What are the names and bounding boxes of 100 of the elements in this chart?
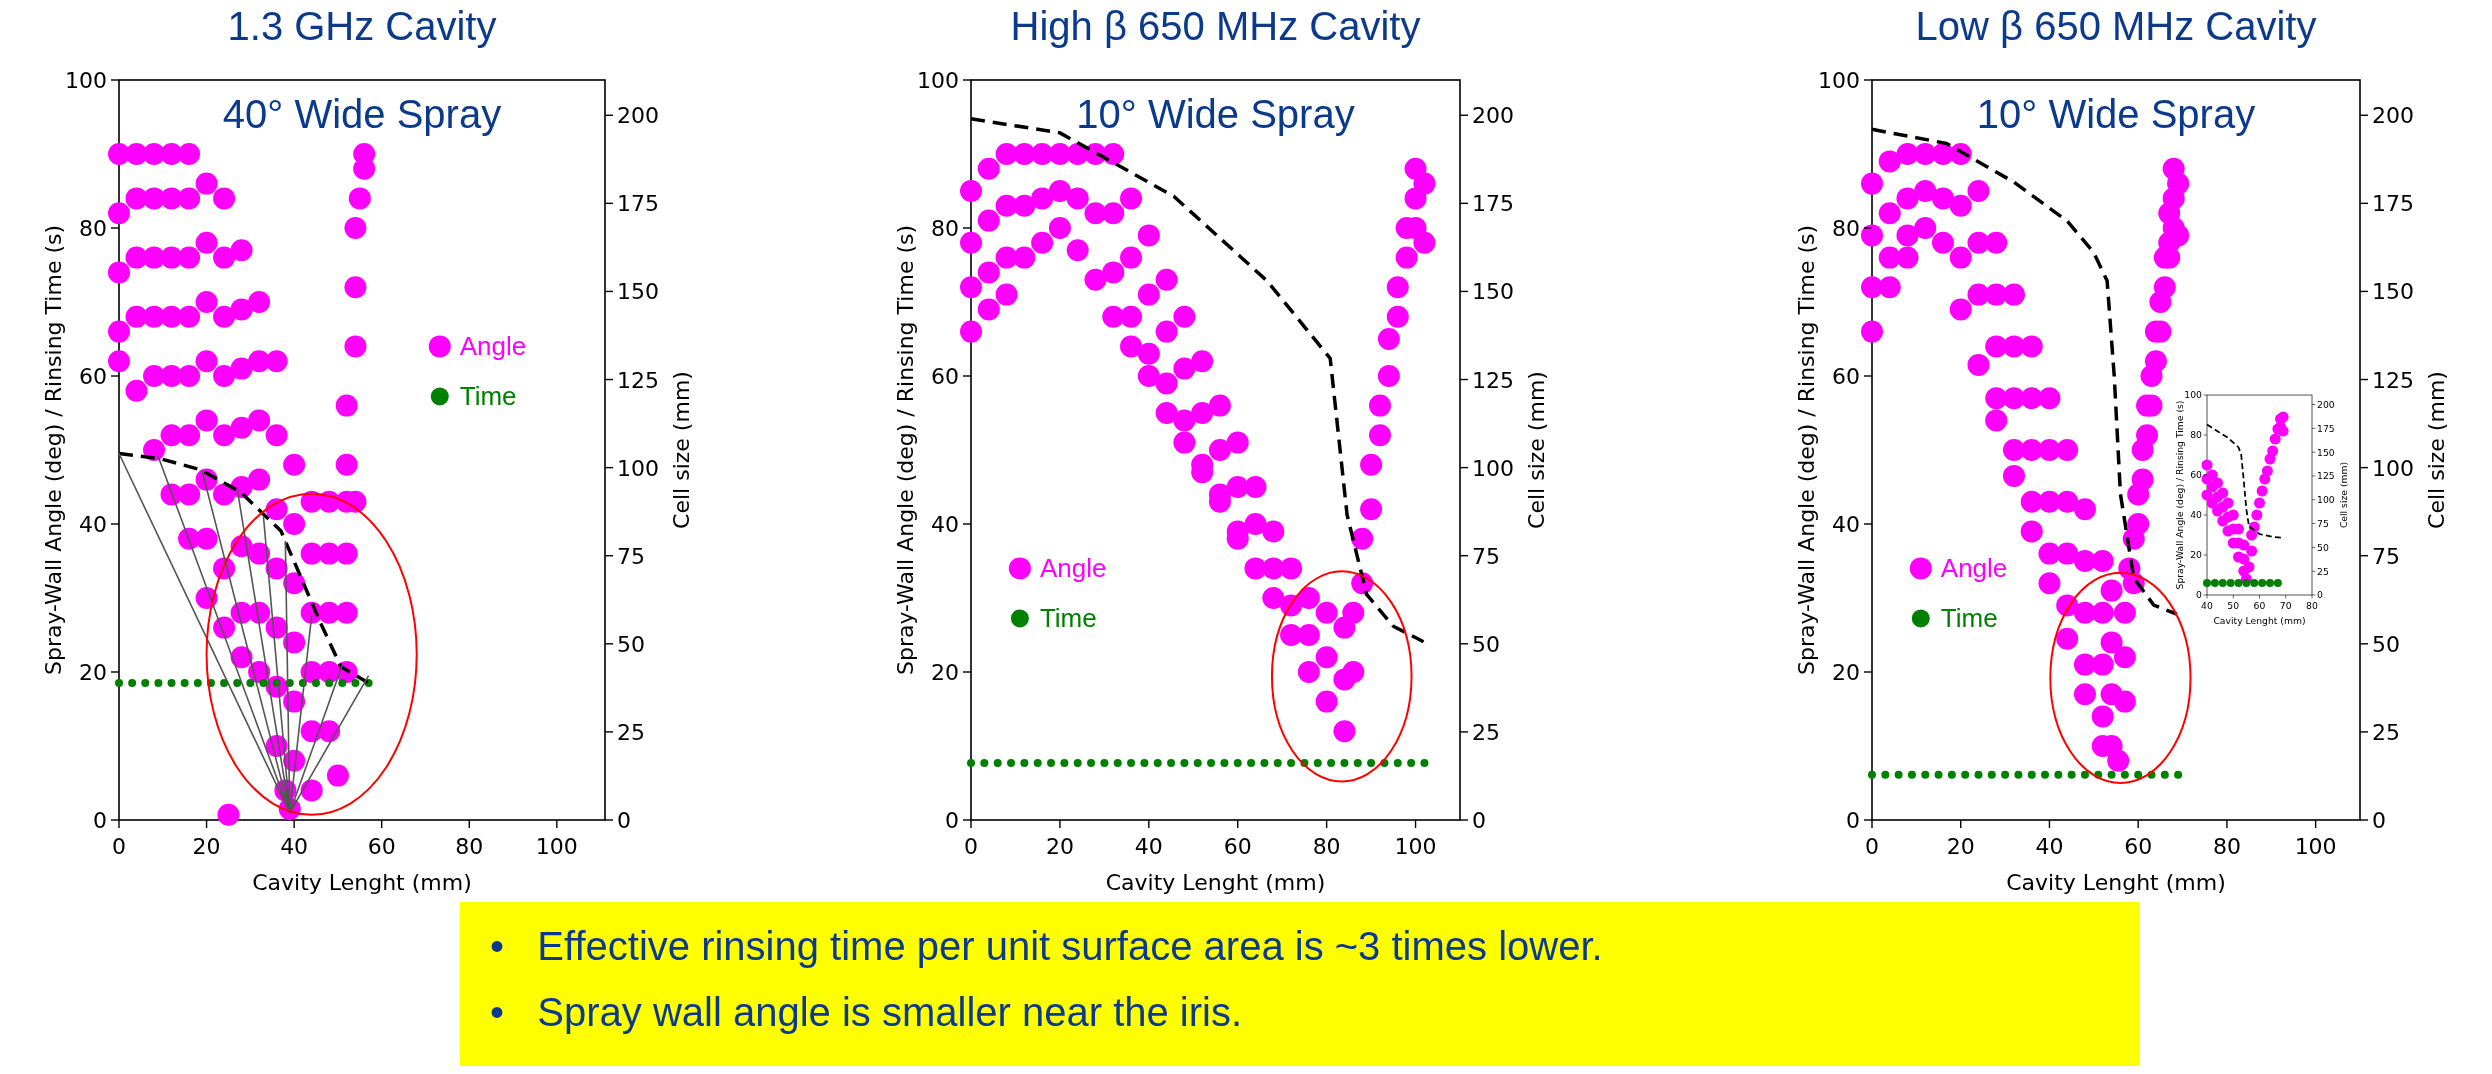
point — [2201, 459, 2213, 471]
point — [2212, 477, 2223, 489]
y-tick-label: 80 — [1832, 216, 1860, 241]
point — [2218, 579, 2227, 587]
x-tick-label: 60 — [1223, 834, 1252, 859]
y2-tick-label: 0 — [2317, 589, 2324, 601]
x-tick-label: 100 — [2294, 834, 2337, 859]
y-tick-label: 0 — [2196, 589, 2203, 601]
point — [2238, 539, 2250, 551]
x-tick-label: 40 — [1134, 834, 1163, 859]
y-tick-label: 100 — [1818, 68, 1860, 93]
y-tick-label: 100 — [65, 68, 107, 93]
y-tick-label: 40 — [2190, 509, 2203, 521]
x-tick-label: 100 — [535, 834, 578, 859]
y-tick-label: 0 — [93, 808, 107, 833]
y2-tick-label: 125 — [2372, 367, 2414, 393]
legend-label: Time — [1940, 603, 1998, 634]
y2-tick-label: 25 — [2317, 565, 2329, 577]
x-tick-label: 100 — [1394, 834, 1437, 859]
x-tick-label: 70 — [2279, 600, 2292, 612]
legend-label: Time — [1039, 603, 1097, 634]
y2-tick-label: 200 — [2372, 103, 2414, 129]
y2-tick-label: 125 — [2317, 470, 2335, 482]
annotation: 40° Wide Spray — [222, 92, 502, 136]
point — [2273, 579, 2282, 587]
y2-tick-label: 100 — [1472, 455, 1514, 481]
chart-title: Low β 650 MHz Cavity — [1915, 4, 2317, 48]
y-tick-label: 40 — [931, 512, 959, 537]
chart-title: High β 650 MHz Cavity — [1010, 4, 1421, 48]
x-tick-label: 20 — [1045, 834, 1074, 859]
y2-tick-label: 50 — [617, 631, 645, 657]
x-tick-label: 80 — [1312, 834, 1341, 859]
point — [2210, 579, 2219, 587]
y2-tick-label: 50 — [2372, 631, 2400, 657]
point — [2203, 579, 2211, 587]
x-tick-label: 0 — [112, 834, 126, 859]
y2-tick-label: 200 — [2317, 398, 2335, 410]
x-axis-title: Cavity Lenght (mm) — [1105, 870, 1326, 895]
y2-axis-title: Cell size (mm) — [669, 371, 694, 529]
y-axis-title: Spray-Wall Angle (deg) / Rinsing Time (s) — [2173, 400, 2185, 590]
y2-tick-label: 50 — [2317, 541, 2329, 553]
y2-tick-label: 125 — [617, 367, 659, 393]
y-tick-label: 20 — [1832, 660, 1860, 685]
point — [2250, 579, 2259, 587]
y2-tick-label: 150 — [2317, 446, 2335, 458]
y2-tick-label: 75 — [617, 543, 645, 569]
legend-label: Angle — [1940, 553, 2008, 584]
text: • Spray wall angle is smaller near the iris. — [490, 990, 1243, 1034]
y-tick-label: 0 — [1846, 808, 1860, 833]
y-tick-label: 40 — [79, 512, 107, 537]
x-tick-label: 40 — [2035, 834, 2064, 859]
y-axis-title: Spray-Wall Angle (deg) / Rinsing Time (s) — [893, 224, 918, 676]
point — [2277, 425, 2289, 437]
y2-tick-label: 0 — [1472, 808, 1486, 833]
y2-tick-label: 75 — [2317, 517, 2329, 529]
y-tick-label: 60 — [1832, 364, 1860, 389]
point — [2238, 553, 2250, 565]
y-tick-label: 40 — [1832, 512, 1860, 537]
y2-tick-label: 175 — [1472, 191, 1514, 217]
y2-tick-label: 175 — [2372, 191, 2414, 217]
point — [2226, 579, 2235, 587]
x-tick-label: 0 — [964, 834, 978, 859]
point — [2217, 487, 2229, 499]
y-tick-label: 100 — [917, 68, 959, 93]
annotation: 10° Wide Spray — [1076, 92, 1355, 136]
y2-axis-title: Cell size (mm) — [2424, 371, 2449, 529]
x-tick-label: 40 — [2201, 600, 2213, 612]
y2-tick-label: 75 — [1472, 543, 1500, 569]
y2-tick-label: 25 — [617, 719, 645, 745]
point — [2206, 469, 2218, 481]
y2-tick-label: 200 — [1472, 103, 1514, 129]
point — [2267, 445, 2279, 457]
point — [2242, 579, 2251, 587]
y-tick-label: 60 — [2190, 469, 2203, 481]
point — [2254, 497, 2265, 509]
point — [2243, 561, 2255, 573]
chart-title: 1.3 GHz Cavity — [227, 4, 497, 48]
y2-tick-label: 75 — [2372, 543, 2400, 569]
y-tick-label: 100 — [2184, 389, 2203, 401]
y-axis-title: Spray-Wall Angle (deg) / Rinsing Time (s) — [1794, 224, 1819, 676]
x-tick-label: 80 — [455, 834, 484, 859]
x-tick-label: 20 — [1946, 834, 1975, 859]
y-tick-label: 60 — [79, 364, 107, 389]
y-tick-label: 60 — [931, 364, 959, 389]
x-tick-label: 60 — [2124, 834, 2153, 859]
x-tick-label: 60 — [367, 834, 396, 859]
x-axis-title: Cavity Lenght (mm) — [2213, 615, 2306, 627]
point — [2261, 465, 2273, 477]
legend-label: Angle — [459, 331, 527, 362]
annotation: 10° Wide Spray — [1976, 92, 2256, 136]
y2-tick-label: 25 — [2372, 719, 2400, 745]
x-axis-title: Cavity Lenght (mm) — [2006, 870, 2226, 895]
y2-tick-label: 175 — [2317, 422, 2335, 434]
y2-axis-title: Cell size (mm) — [2338, 461, 2350, 529]
legend-label: Time — [459, 381, 517, 412]
y-tick-label: 80 — [931, 216, 959, 241]
x-tick-label: 80 — [2306, 600, 2318, 612]
y2-tick-label: 25 — [1472, 719, 1500, 745]
point — [2251, 509, 2263, 521]
y2-tick-label: 150 — [1472, 279, 1514, 305]
